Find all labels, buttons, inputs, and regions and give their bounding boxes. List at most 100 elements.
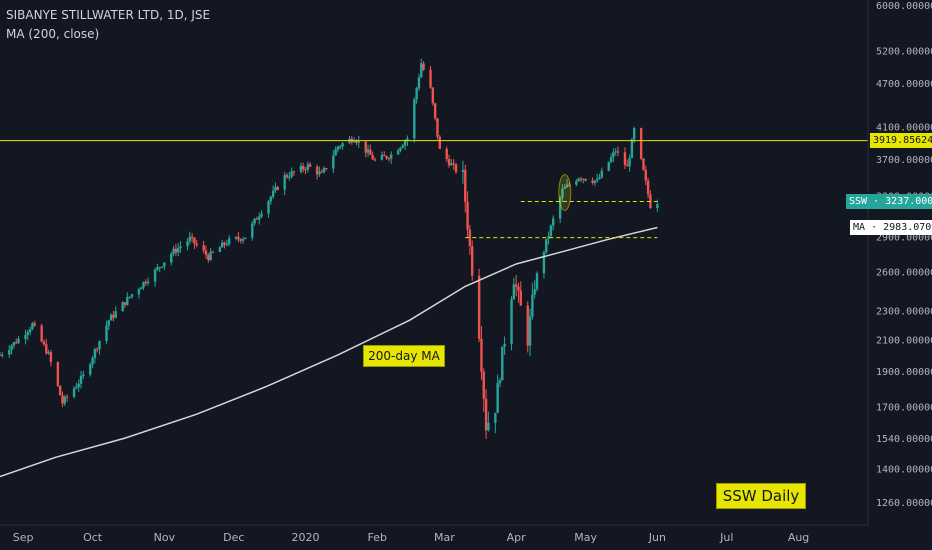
candle-body: [75, 387, 77, 388]
candle-body: [244, 238, 246, 239]
price-tick-label: 2300.00000: [876, 306, 932, 317]
indicator-legend[interactable]: MA (200, close): [6, 27, 99, 41]
candle-body: [140, 288, 142, 290]
candle-body: [8, 350, 10, 355]
time-tick-label: Dec: [223, 531, 244, 544]
candle-body: [642, 159, 644, 170]
candle-body: [256, 219, 258, 220]
candle-body: [228, 239, 230, 244]
candle-body: [471, 246, 473, 275]
candle-body: [341, 143, 343, 146]
candle-body: [196, 244, 198, 245]
candle-body: [608, 162, 610, 171]
candle-body: [337, 147, 339, 150]
candle-body: [105, 326, 107, 341]
candle-body: [267, 201, 269, 213]
candle-body: [601, 171, 603, 178]
candle-body: [31, 323, 33, 329]
price-tick-label: 2100.00000: [876, 335, 932, 346]
candle-body: [80, 376, 82, 384]
last-tag-value: 3237.00000: [885, 196, 932, 207]
candle-body: [186, 241, 188, 246]
candle-body: [154, 270, 156, 282]
candle-body: [219, 247, 221, 252]
candle-body: [17, 339, 19, 343]
candle-body: [365, 141, 367, 152]
candle-body: [304, 169, 306, 170]
candle-body: [404, 141, 406, 145]
candle-body: [584, 179, 586, 181]
price-tick-label: 1260.00000: [876, 498, 932, 509]
candle-body: [334, 150, 336, 156]
candle-body: [170, 254, 172, 263]
resistance-tag-value: 3919.85624: [873, 135, 932, 146]
candle-body: [284, 175, 286, 190]
candle-body: [91, 358, 93, 364]
candle-body: [390, 154, 392, 158]
candle-body: [10, 346, 12, 350]
ma-annotation-label[interactable]: 200-day MA: [363, 345, 445, 367]
candle-body: [277, 187, 279, 190]
candle-body: [429, 70, 431, 88]
candle-body: [108, 320, 110, 325]
candle-body: [223, 243, 225, 245]
candle-body: [189, 237, 191, 241]
candle-body: [126, 297, 128, 305]
candle-body: [355, 141, 357, 143]
candle-body: [272, 191, 274, 197]
candle-body: [462, 170, 464, 172]
candle-body: [367, 149, 369, 152]
candle-body: [450, 163, 452, 165]
candle-body: [98, 341, 100, 349]
candle-body: [94, 349, 96, 358]
candle-body: [57, 362, 59, 386]
candle-body: [515, 284, 517, 286]
candle-body: [318, 172, 320, 175]
candle-body: [43, 342, 45, 345]
candle-body: [45, 344, 47, 353]
candle-body: [159, 267, 161, 268]
candle-body: [480, 339, 482, 372]
candle-body: [1, 355, 3, 356]
candle-body: [193, 238, 195, 244]
candle-body: [73, 388, 75, 397]
candle-body: [531, 295, 533, 317]
candle-body: [388, 158, 390, 159]
candle-body: [610, 157, 612, 162]
candle-body: [302, 166, 304, 169]
candle-body: [452, 163, 454, 164]
price-tick-label: 1540.00000: [876, 434, 932, 445]
price-tick-label: 5200.00000: [876, 47, 932, 58]
highlight-ellipse: [559, 175, 571, 211]
candle-body: [128, 297, 130, 298]
candle-body: [316, 167, 318, 175]
candle-body: [212, 252, 214, 253]
time-tick-label: Oct: [83, 531, 103, 544]
price-tick-label: 2600.00000: [876, 267, 932, 278]
candle-body: [15, 342, 17, 343]
price-tick-label: 1700.00000: [876, 403, 932, 414]
candle-body: [529, 316, 531, 345]
candle-body: [307, 164, 309, 169]
price-tick-label: 6000.00000: [876, 1, 932, 12]
candle-body: [640, 128, 642, 159]
candle-body: [286, 175, 288, 177]
title-annotation-box[interactable]: SSW Daily: [716, 483, 806, 509]
candle-body: [339, 146, 341, 147]
candle-body: [397, 150, 399, 154]
candle-body: [64, 397, 66, 404]
time-tick-label: May: [574, 531, 597, 544]
candle-body: [240, 239, 242, 241]
candle-body: [422, 63, 424, 69]
candle-body: [626, 165, 628, 166]
candle-body: [582, 179, 584, 180]
ma-price-tag: MA · 2983.07000: [850, 220, 932, 235]
candle-body: [24, 335, 26, 339]
candle-body: [598, 177, 600, 178]
candle-body: [527, 306, 529, 346]
candle-body: [550, 226, 552, 236]
candle-body: [270, 197, 272, 201]
candle-body: [288, 177, 290, 178]
symbol-legend[interactable]: SIBANYE STILLWATER LTD, 1D, JSE: [6, 8, 210, 22]
